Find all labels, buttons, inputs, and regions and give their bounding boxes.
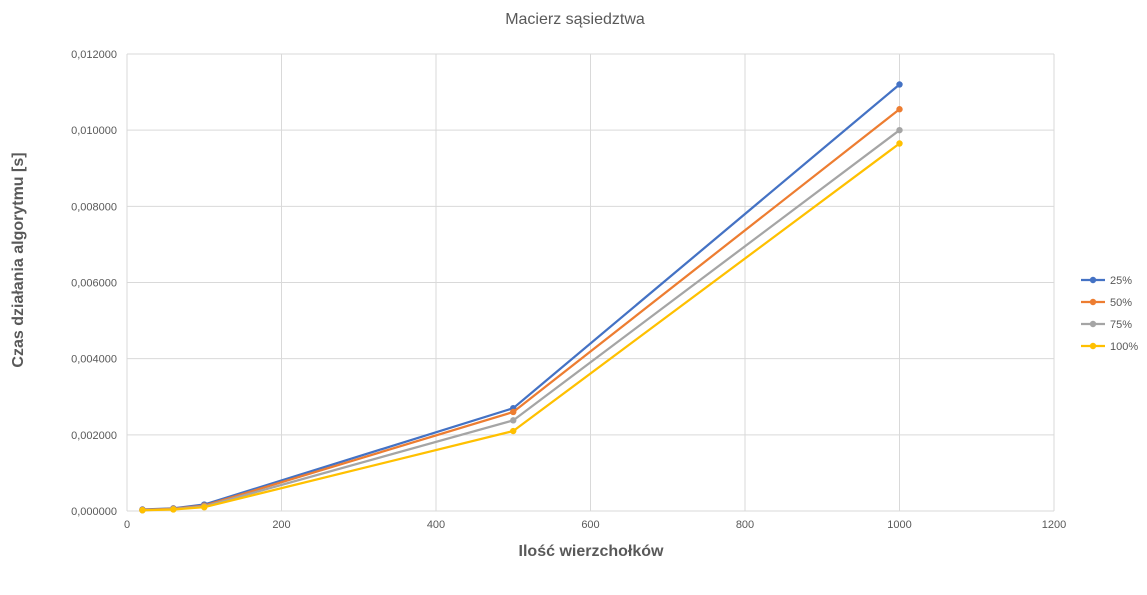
data-point: [896, 140, 903, 147]
series-25-percent: [139, 81, 903, 513]
series-line: [141, 83, 901, 511]
data-point: [896, 126, 903, 134]
data-point: [170, 506, 177, 513]
data-point: [896, 81, 903, 88]
y-tick-label: 0,006000: [71, 278, 117, 290]
data-point: [510, 427, 517, 435]
legend-item: 50%: [1081, 297, 1132, 309]
legend-marker: [1089, 320, 1097, 328]
legend-marker: [1089, 298, 1097, 306]
legend-marker: [1089, 276, 1097, 284]
legend-label: 75%: [1110, 319, 1132, 331]
legend-item: 75%: [1081, 319, 1132, 331]
y-tick-label: 0,002000: [71, 430, 117, 442]
x-tick-label: 800: [736, 519, 754, 531]
x-axis-tick-labels: 0 200 400 600 800 1000 1200: [124, 519, 1066, 531]
y-tick-label: 0,010000: [71, 125, 117, 137]
legend-marker: [1089, 342, 1097, 350]
series-50-percent: [139, 106, 903, 514]
x-tick-label: 1000: [887, 519, 911, 531]
legend-item: 100%: [1081, 341, 1138, 353]
legend: 25% 50% 75% 100%: [1081, 275, 1138, 353]
x-axis-title: Ilość wierzchołków: [519, 543, 664, 560]
chart-title: Macierz sąsiedztwa: [505, 11, 645, 28]
series-line: [141, 129, 901, 512]
data-point: [896, 106, 903, 113]
legend-label: 25%: [1110, 275, 1132, 287]
x-tick-label: 1200: [1042, 519, 1066, 531]
x-tick-label: 600: [581, 519, 599, 531]
series-line: [141, 108, 901, 511]
series-75-percent: [139, 126, 903, 514]
legend-label: 50%: [1110, 297, 1132, 309]
y-tick-label: 0,008000: [71, 201, 117, 213]
data-point: [201, 503, 208, 511]
x-tick-label: 200: [272, 519, 290, 531]
legend-label: 100%: [1110, 341, 1138, 353]
data-point: [510, 417, 517, 424]
y-axis-tick-labels: 0,000000 0,002000 0,004000 0,006000 0,008000…: [71, 49, 117, 518]
data-point: [510, 408, 517, 416]
x-tick-label: 0: [124, 519, 130, 531]
x-tick-label: 400: [427, 519, 445, 531]
series-100-percent: [139, 140, 903, 514]
y-axis-title: Czas działania algorytmu [s]: [10, 152, 27, 367]
y-tick-label: 0,012000: [71, 49, 117, 61]
data-point: [139, 507, 146, 514]
series-group: [139, 81, 903, 514]
y-tick-label: 0,004000: [71, 354, 117, 366]
legend-item: 25%: [1081, 275, 1132, 287]
y-tick-label: 0,000000: [71, 506, 117, 518]
